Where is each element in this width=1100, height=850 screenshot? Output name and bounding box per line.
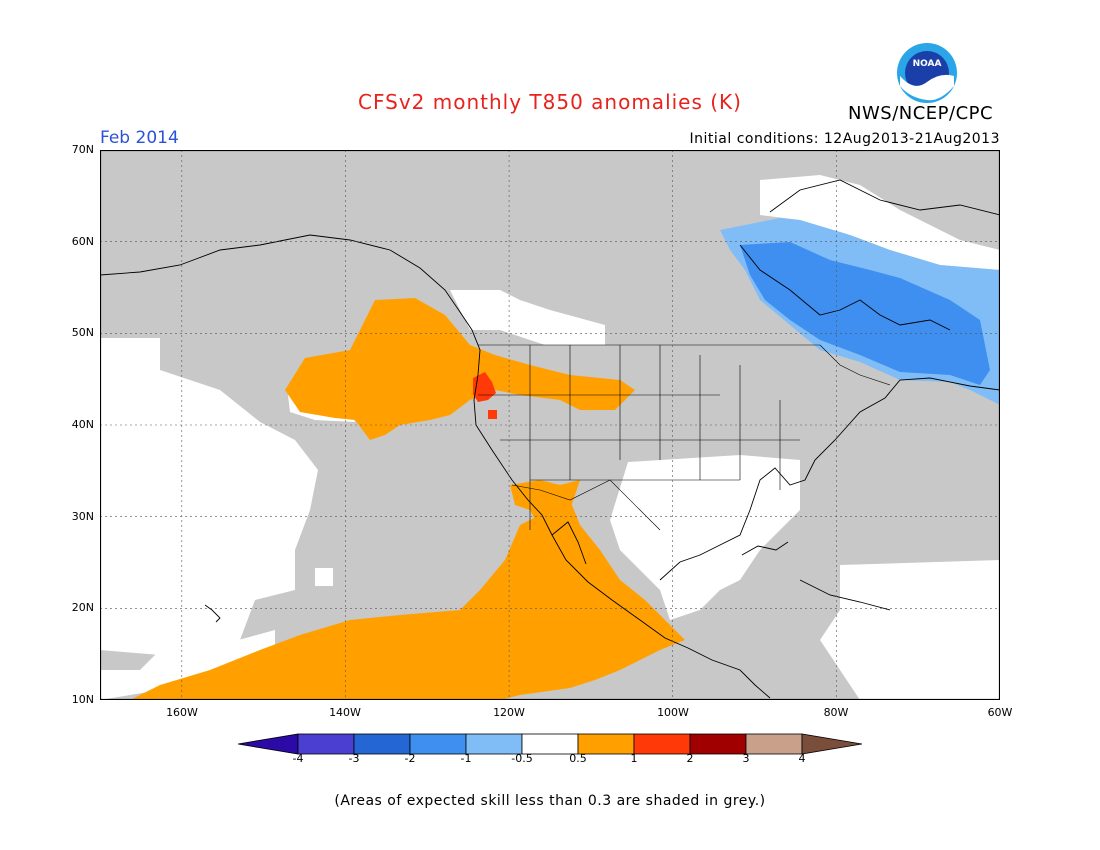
scale-label: -1 bbox=[460, 752, 472, 765]
political-borders bbox=[478, 344, 891, 531]
scale-label: -4 bbox=[292, 752, 304, 765]
scale-swatch bbox=[577, 733, 635, 755]
map-frame bbox=[100, 150, 1000, 700]
scale-label: 2 bbox=[686, 752, 694, 765]
scale-label: 3 bbox=[742, 752, 750, 765]
scale-swatch bbox=[297, 733, 355, 755]
scale-label: -3 bbox=[348, 752, 360, 765]
agency-label: NWS/NCEP/CPC bbox=[848, 103, 994, 124]
scale-arrow-high bbox=[801, 733, 862, 755]
scale-label: 4 bbox=[798, 752, 806, 765]
map-title: CFSv2 monthly T850 anomalies (K) bbox=[358, 90, 742, 114]
scale-label: -0.5 bbox=[511, 752, 533, 765]
lat-label: 20N bbox=[71, 601, 94, 614]
lon-label: 160W bbox=[166, 706, 198, 719]
lon-label: 140W bbox=[329, 706, 361, 719]
scale-swatch bbox=[409, 733, 467, 755]
scale-label: 1 bbox=[630, 752, 638, 765]
lat-label: 70N bbox=[71, 143, 94, 156]
lat-label: 50N bbox=[71, 326, 94, 339]
scale-swatch bbox=[689, 733, 747, 755]
lon-label: 100W bbox=[657, 706, 689, 719]
scale-swatch bbox=[633, 733, 691, 755]
lat-label: 40N bbox=[71, 418, 94, 431]
lat-label: 30N bbox=[71, 510, 94, 523]
warm-anomaly-regions bbox=[130, 298, 685, 700]
lat-label: 10N bbox=[71, 693, 94, 706]
scale-swatch bbox=[465, 733, 523, 755]
noaa-logo: NOAA bbox=[897, 43, 957, 103]
lon-label: 80W bbox=[823, 706, 849, 719]
strong-warm-anomaly bbox=[473, 372, 497, 419]
lon-label: 60W bbox=[987, 706, 1013, 719]
forecast-month: Feb 2014 bbox=[100, 128, 179, 148]
scale-swatch bbox=[353, 733, 411, 755]
color-scale-bar bbox=[238, 733, 862, 755]
scale-swatch bbox=[521, 733, 579, 755]
anomaly-map bbox=[100, 150, 1000, 700]
lon-label: 120W bbox=[493, 706, 525, 719]
graticule bbox=[100, 150, 1000, 700]
cool-anomaly bbox=[740, 242, 990, 385]
initial-conditions: Initial conditions: 12Aug2013-21Aug2013 bbox=[689, 131, 1000, 147]
lat-label: 60N bbox=[71, 235, 94, 248]
logo-text: NOAA bbox=[913, 59, 942, 69]
skill-note: (Areas of expected skill less than 0.3 a… bbox=[334, 793, 766, 809]
scale-arrow-low bbox=[238, 733, 299, 755]
scale-label: 0.5 bbox=[569, 752, 587, 765]
scale-label: -2 bbox=[404, 752, 416, 765]
scale-swatch bbox=[745, 733, 803, 755]
